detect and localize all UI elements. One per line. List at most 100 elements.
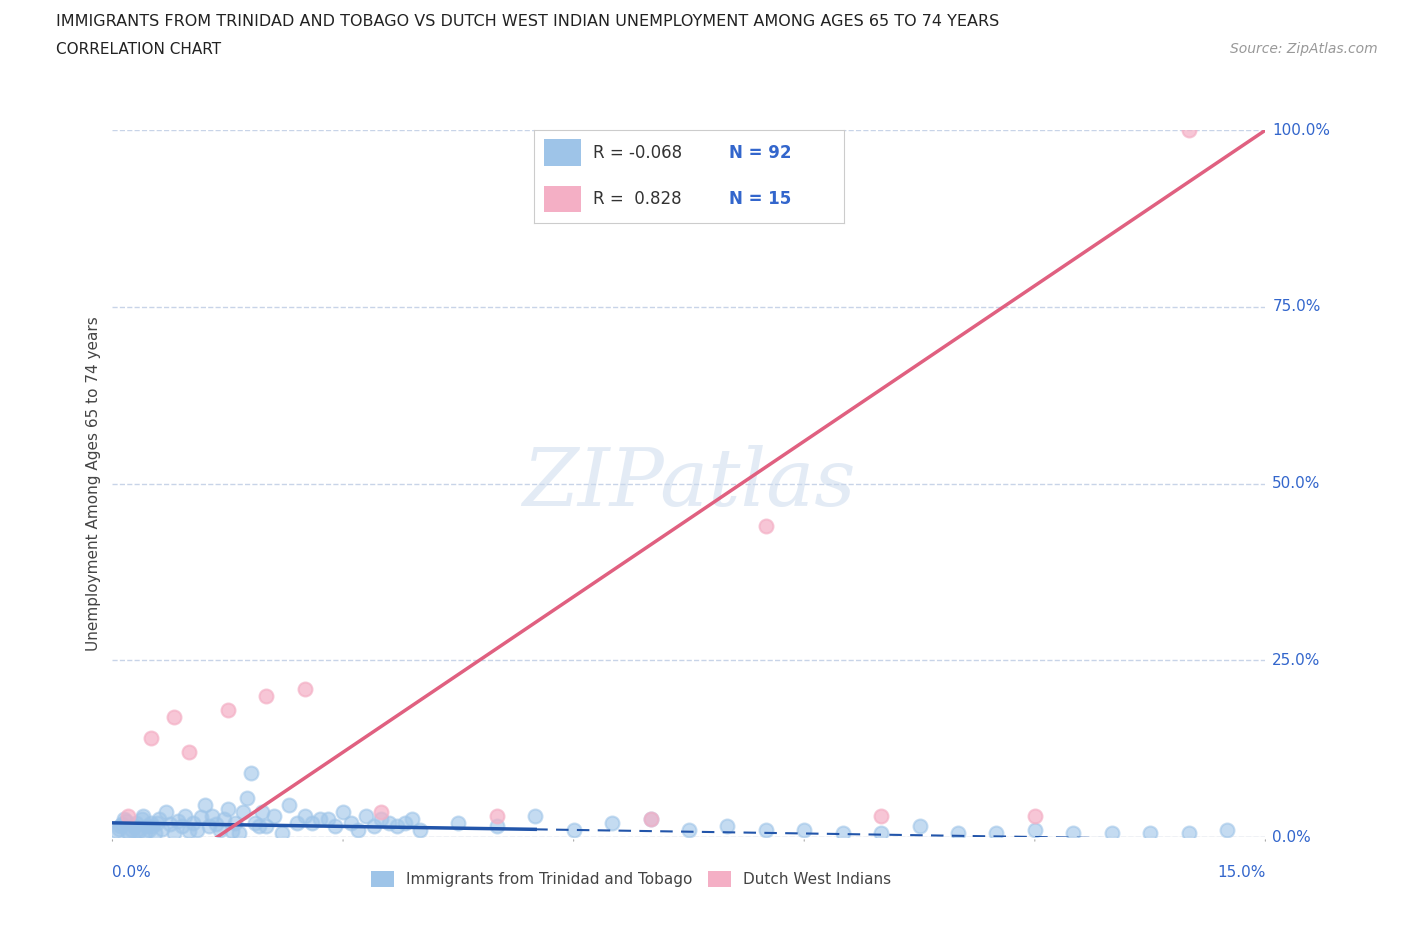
Point [301, 816, 323, 830]
Text: ZIPatlas: ZIPatlas [522, 445, 856, 523]
Point [111, 817, 134, 831]
Bar [544, 186, 581, 212]
Text: 0.0%: 0.0% [112, 865, 152, 880]
Point [228, 826, 250, 841]
Point [179, 745, 201, 760]
Point [170, 819, 193, 834]
Point [370, 812, 392, 827]
Point [212, 812, 235, 827]
Point [117, 826, 139, 841]
Point [217, 702, 239, 717]
Point [316, 812, 339, 827]
Point [716, 819, 738, 834]
Point [600, 816, 623, 830]
Point [678, 822, 700, 837]
Point [118, 826, 141, 841]
Point [134, 826, 156, 841]
Point [124, 816, 146, 830]
Point [136, 819, 159, 834]
Point [146, 816, 169, 830]
Point [1062, 826, 1084, 841]
Point [121, 822, 143, 837]
Point [831, 826, 853, 841]
Y-axis label: Unemployment Among Ages 65 to 74 years: Unemployment Among Ages 65 to 74 years [86, 316, 101, 651]
Point [870, 826, 893, 841]
Point [755, 151, 778, 166]
Text: 25.0%: 25.0% [1272, 653, 1320, 668]
Text: 15.0%: 15.0% [1218, 865, 1265, 880]
Point [385, 819, 408, 834]
Point [181, 816, 204, 830]
Point [112, 812, 135, 827]
Point [108, 819, 131, 834]
Text: 0.0%: 0.0% [1272, 830, 1310, 844]
Text: 100.0%: 100.0% [1272, 123, 1330, 138]
Point [1139, 826, 1161, 841]
Point [131, 812, 153, 827]
Point [221, 824, 243, 839]
Point [243, 816, 266, 830]
Point [1101, 826, 1123, 841]
Point [138, 822, 160, 837]
Point [152, 821, 174, 836]
Text: Source: ZipAtlas.com: Source: ZipAtlas.com [1230, 42, 1378, 56]
Point [232, 804, 254, 819]
Point [447, 816, 470, 830]
Point [197, 819, 219, 834]
Text: N = 92: N = 92 [730, 143, 792, 162]
Point [205, 817, 228, 831]
Point [209, 822, 232, 837]
Text: R =  0.828: R = 0.828 [593, 190, 682, 208]
Point [194, 798, 217, 813]
Point [485, 819, 508, 834]
Point [115, 814, 138, 829]
Point [1216, 822, 1239, 837]
Point [363, 819, 385, 834]
Legend: Immigrants from Trinidad and Tobago, Dutch West Indians: Immigrants from Trinidad and Tobago, Dut… [366, 865, 897, 893]
Point [105, 824, 128, 839]
Point [485, 808, 508, 823]
Point [946, 826, 969, 841]
Text: N = 15: N = 15 [730, 190, 792, 208]
Point [141, 819, 163, 834]
Point [1024, 822, 1046, 837]
Point [186, 822, 208, 837]
Point [294, 808, 316, 823]
Point [163, 826, 186, 841]
Point [870, 808, 893, 823]
Point [378, 816, 401, 830]
Point [174, 808, 197, 823]
Point [524, 808, 547, 823]
Point [270, 826, 292, 841]
Point [128, 824, 150, 839]
Point [354, 808, 377, 823]
Point [132, 808, 155, 823]
Point [254, 819, 277, 834]
Point [325, 819, 347, 834]
Point [148, 812, 170, 827]
Point [117, 808, 139, 823]
Point [190, 810, 212, 825]
Point [394, 816, 416, 830]
Point [263, 808, 285, 823]
Point [562, 822, 585, 837]
Point [254, 688, 277, 703]
Point [409, 822, 432, 837]
Point [339, 816, 361, 830]
Point [166, 814, 188, 829]
Point [347, 822, 370, 837]
Text: IMMIGRANTS FROM TRINIDAD AND TOBAGO VS DUTCH WEST INDIAN UNEMPLOYMENT AMONG AGES: IMMIGRANTS FROM TRINIDAD AND TOBAGO VS D… [56, 14, 1000, 29]
Text: R = -0.068: R = -0.068 [593, 143, 682, 162]
Point [793, 822, 815, 837]
Point [236, 790, 259, 805]
Point [294, 681, 316, 696]
Point [986, 826, 1008, 841]
Point [239, 766, 262, 781]
Point [332, 804, 354, 819]
Point [125, 822, 148, 837]
Bar [544, 140, 581, 166]
Point [139, 731, 162, 746]
Point [755, 519, 778, 534]
Point [640, 812, 662, 827]
Point [401, 812, 423, 827]
